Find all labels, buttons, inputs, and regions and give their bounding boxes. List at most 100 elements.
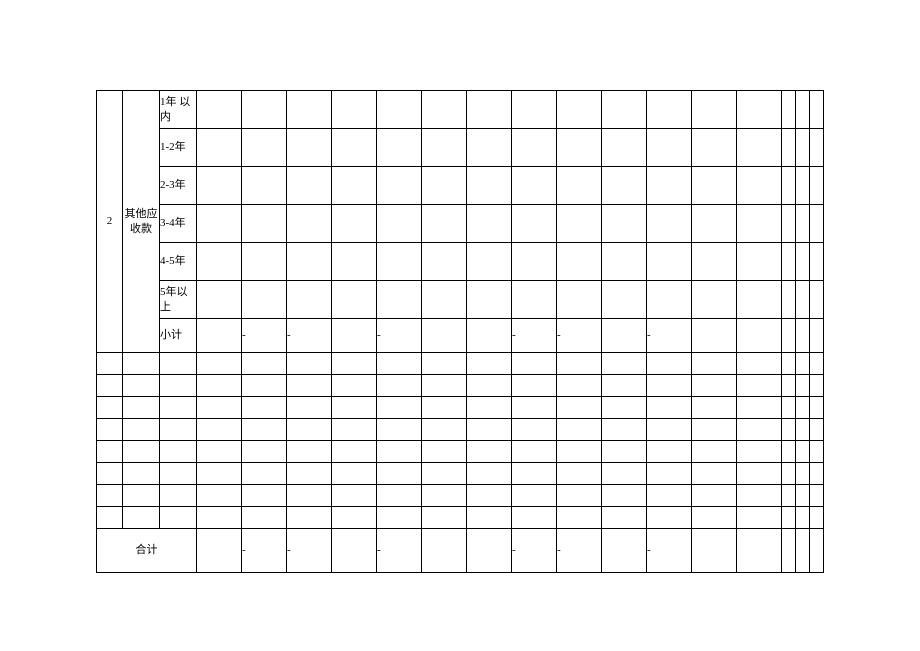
data-cell [197,91,242,129]
data-cell [602,167,647,205]
data-cell [810,167,824,205]
data-cell [197,167,242,205]
data-cell [467,243,512,281]
data-cell [782,319,796,353]
data-cell [692,319,737,353]
dash-cell: - [557,319,602,353]
dash-cell: - [242,529,287,573]
data-cell [557,91,602,129]
age-row-3: 2-3年 [97,167,824,205]
data-cell [512,243,557,281]
data-cell [557,205,602,243]
data-cell [422,167,467,205]
data-cell [422,205,467,243]
data-cell [467,129,512,167]
dash-cell: - [242,319,287,353]
data-cell [422,243,467,281]
data-cell [810,205,824,243]
age-row-6: 5年以上 [97,281,824,319]
subtotal-label-cell: 小计 [160,319,197,353]
data-cell [332,167,377,205]
data-cell [602,243,647,281]
data-cell [422,529,467,573]
row-number-cell: 2 [97,91,123,353]
blank-row [97,485,824,507]
data-cell [737,281,782,319]
age-bracket-cell: 5年以上 [160,281,197,319]
data-cell [796,319,810,353]
data-cell [467,91,512,129]
data-cell [737,91,782,129]
data-cell [512,281,557,319]
data-cell [332,91,377,129]
blank-row [97,397,824,419]
data-cell [557,243,602,281]
data-cell [377,167,422,205]
blank-row [97,463,824,485]
age-row-2: 1-2年 [97,129,824,167]
data-cell [602,91,647,129]
data-cell [242,205,287,243]
data-cell [782,205,796,243]
data-cell [287,167,332,205]
category-cell: 其他应收款 [123,91,160,353]
data-cell [810,129,824,167]
data-cell [512,205,557,243]
age-row-1: 2 其他应收款 1年 以内 [97,91,824,129]
data-cell [647,243,692,281]
data-cell [467,319,512,353]
data-cell [602,319,647,353]
subtotal-row: 小计 - - - - - - [97,319,824,353]
data-cell [602,281,647,319]
data-cell [647,129,692,167]
age-bracket-cell: 2-3年 [160,167,197,205]
data-cell [782,167,796,205]
data-cell [242,281,287,319]
table-body: 2 其他应收款 1年 以内 1-2年 2-3年 [97,91,824,573]
data-cell [287,91,332,129]
total-row: 合计 - - - - - - [97,529,824,573]
data-cell [602,529,647,573]
data-cell [197,319,242,353]
data-cell [287,281,332,319]
data-cell [242,91,287,129]
data-cell [796,529,810,573]
data-cell [557,129,602,167]
data-cell [602,129,647,167]
data-cell [197,281,242,319]
age-bracket-cell: 3-4年 [160,205,197,243]
data-cell [692,205,737,243]
data-cell [287,129,332,167]
dash-cell: - [647,319,692,353]
data-cell [512,129,557,167]
data-cell [810,319,824,353]
data-cell [557,281,602,319]
data-cell [796,205,810,243]
data-cell [796,281,810,319]
data-cell [332,529,377,573]
data-cell [796,243,810,281]
blank-row [97,507,824,529]
data-cell [692,281,737,319]
dash-cell: - [287,529,332,573]
data-cell [332,281,377,319]
data-cell [332,319,377,353]
data-cell [647,205,692,243]
blank-row [97,375,824,397]
data-cell [692,529,737,573]
age-bracket-cell: 1-2年 [160,129,197,167]
data-cell [242,243,287,281]
dash-cell: - [512,529,557,573]
data-cell [737,129,782,167]
data-cell [692,129,737,167]
data-cell [422,91,467,129]
data-cell [602,205,647,243]
age-row-4: 3-4年 [97,205,824,243]
dash-cell: - [557,529,602,573]
data-cell [332,243,377,281]
data-cell [422,319,467,353]
data-cell [422,281,467,319]
data-cell [197,205,242,243]
data-cell [197,129,242,167]
dash-cell: - [512,319,557,353]
